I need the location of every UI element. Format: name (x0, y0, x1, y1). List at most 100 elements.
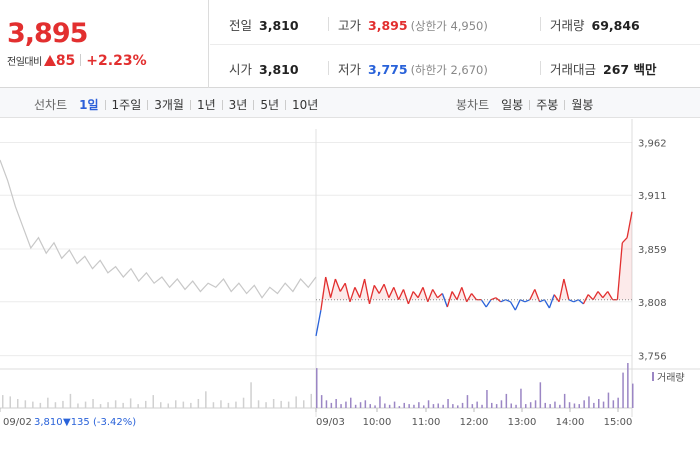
volume-bar-today (578, 404, 580, 408)
tab-3month[interactable]: 3개월 (154, 98, 184, 112)
volume-bar-today (476, 401, 478, 408)
today-line-segment (334, 278, 341, 292)
open-price: 시가 3,810 (229, 59, 299, 78)
volume-bar-prev (9, 396, 11, 408)
volume-bar-prev (220, 400, 222, 408)
volume-bar-today (413, 404, 415, 408)
volume-bar-prev (152, 395, 154, 408)
change-rate: +2.23% (86, 53, 147, 69)
volume-bar-today (495, 404, 498, 408)
volume-label: 거래량 (550, 18, 585, 33)
tab-1day[interactable]: 1일 (79, 98, 99, 112)
volume-bar-prev (137, 404, 139, 408)
volume-bar-prev (129, 398, 132, 408)
volume-bar-today (345, 401, 347, 408)
price-chart-svg: 3,962 3,911 3,859 3,808 3,756 09/03 10:00 11:0… (0, 119, 700, 428)
volume-bar-today (520, 388, 522, 408)
today-line-segment (548, 294, 555, 309)
volume-bar-today (539, 382, 542, 408)
volume-bar-prev (2, 395, 4, 408)
volume-bar-prev (47, 397, 49, 408)
volume-bar-today (602, 401, 605, 408)
volume-bar-today (316, 368, 318, 408)
today-line-segment (412, 291, 419, 299)
today-line-segment (471, 293, 477, 301)
volume-bar-prev (175, 400, 177, 408)
tab-10year[interactable]: 10년 (292, 98, 319, 112)
high-label: 고가 (338, 18, 362, 33)
volume: 거래량 69,846 (550, 15, 640, 34)
volume-bar-today (632, 383, 634, 408)
today-line-segment (417, 287, 424, 298)
today-line-segment (480, 299, 487, 308)
change-label: 전일대비 (7, 57, 42, 68)
today-line-segment (582, 294, 589, 305)
trade-value-value: 267 백만 (603, 62, 657, 77)
volume-bar-today (612, 400, 615, 408)
today-line-segment (529, 289, 536, 300)
volume-bar-prev (205, 391, 207, 408)
volume-bar-prev (310, 393, 312, 408)
today-line-segment (602, 291, 609, 299)
volume-bar-prev (280, 400, 282, 408)
change-amount: 85 (55, 53, 76, 69)
today-line-segment (607, 291, 614, 301)
candle-chart-tabs: 봉차트 일봉 주봉 월봉 (456, 96, 593, 113)
volume-bar-today (325, 400, 328, 408)
today-line-segment (354, 287, 361, 298)
volume-bar-today (350, 397, 352, 408)
volume-bar-today (457, 405, 459, 408)
today-line-segment (514, 299, 521, 311)
today-line-segment (616, 242, 623, 300)
today-line-segment (626, 211, 633, 238)
prev-day-rate: (-3.42%) (93, 417, 136, 428)
tab-5year[interactable]: 5년 (260, 98, 280, 112)
divider (540, 17, 541, 31)
today-line-segment (398, 289, 405, 300)
trade-value-label: 거래대금 (550, 62, 597, 77)
x-tick-label: 14:00 (556, 417, 585, 428)
volume-legend-label: 거래량 (657, 372, 685, 384)
volume-bar-prev (182, 401, 185, 408)
volume-bar-prev (272, 399, 275, 408)
volume-bar-today (573, 403, 576, 408)
tab-daily-candle[interactable]: 일봉 (501, 98, 524, 112)
today-line-segment (587, 294, 594, 301)
volume-bar-today (491, 402, 493, 408)
volume-bar-prev (39, 402, 42, 408)
y-tick-label: 3,859 (638, 245, 667, 256)
x-tick-label: 13:00 (508, 417, 537, 428)
tab-1year[interactable]: 1년 (196, 98, 216, 112)
volume-bar-today (340, 404, 342, 408)
today-line-segment (539, 299, 545, 303)
tab-monthly-candle[interactable]: 월봉 (571, 98, 594, 112)
volume-bar-today (588, 396, 590, 408)
divider (189, 100, 191, 110)
tab-weekly-candle[interactable]: 주봉 (536, 98, 559, 112)
volume-bar-today (423, 405, 425, 408)
high-value: 3,895 (368, 18, 408, 33)
low-price: 저가 3,775 (하한가 2,670) (338, 59, 488, 78)
today-line-segment (558, 278, 565, 302)
today-line-segment (339, 282, 346, 292)
today-line-segment (490, 297, 497, 301)
volume-bar-prev (250, 382, 252, 408)
divider (253, 100, 255, 110)
prev-day-change: ▼135 (63, 417, 90, 428)
volume-bar-today (364, 400, 367, 408)
today-line-segment (500, 299, 506, 303)
volume-bar-today (525, 404, 527, 408)
volume-bar-today (549, 404, 551, 408)
today-line-segment (373, 284, 380, 294)
upper-limit: (상한가 4,950) (410, 19, 488, 33)
volume-bar-prev (62, 400, 64, 408)
today-line-segment (451, 291, 458, 301)
volume-bar-prev (24, 400, 27, 408)
volume-bar-today (437, 403, 439, 408)
volume-bar-today (505, 393, 508, 408)
today-up-area (316, 211, 632, 300)
today-line-segment (437, 293, 443, 299)
tab-3year[interactable]: 3년 (228, 98, 248, 112)
divider (564, 100, 566, 110)
tab-1week[interactable]: 1주일 (111, 98, 142, 112)
